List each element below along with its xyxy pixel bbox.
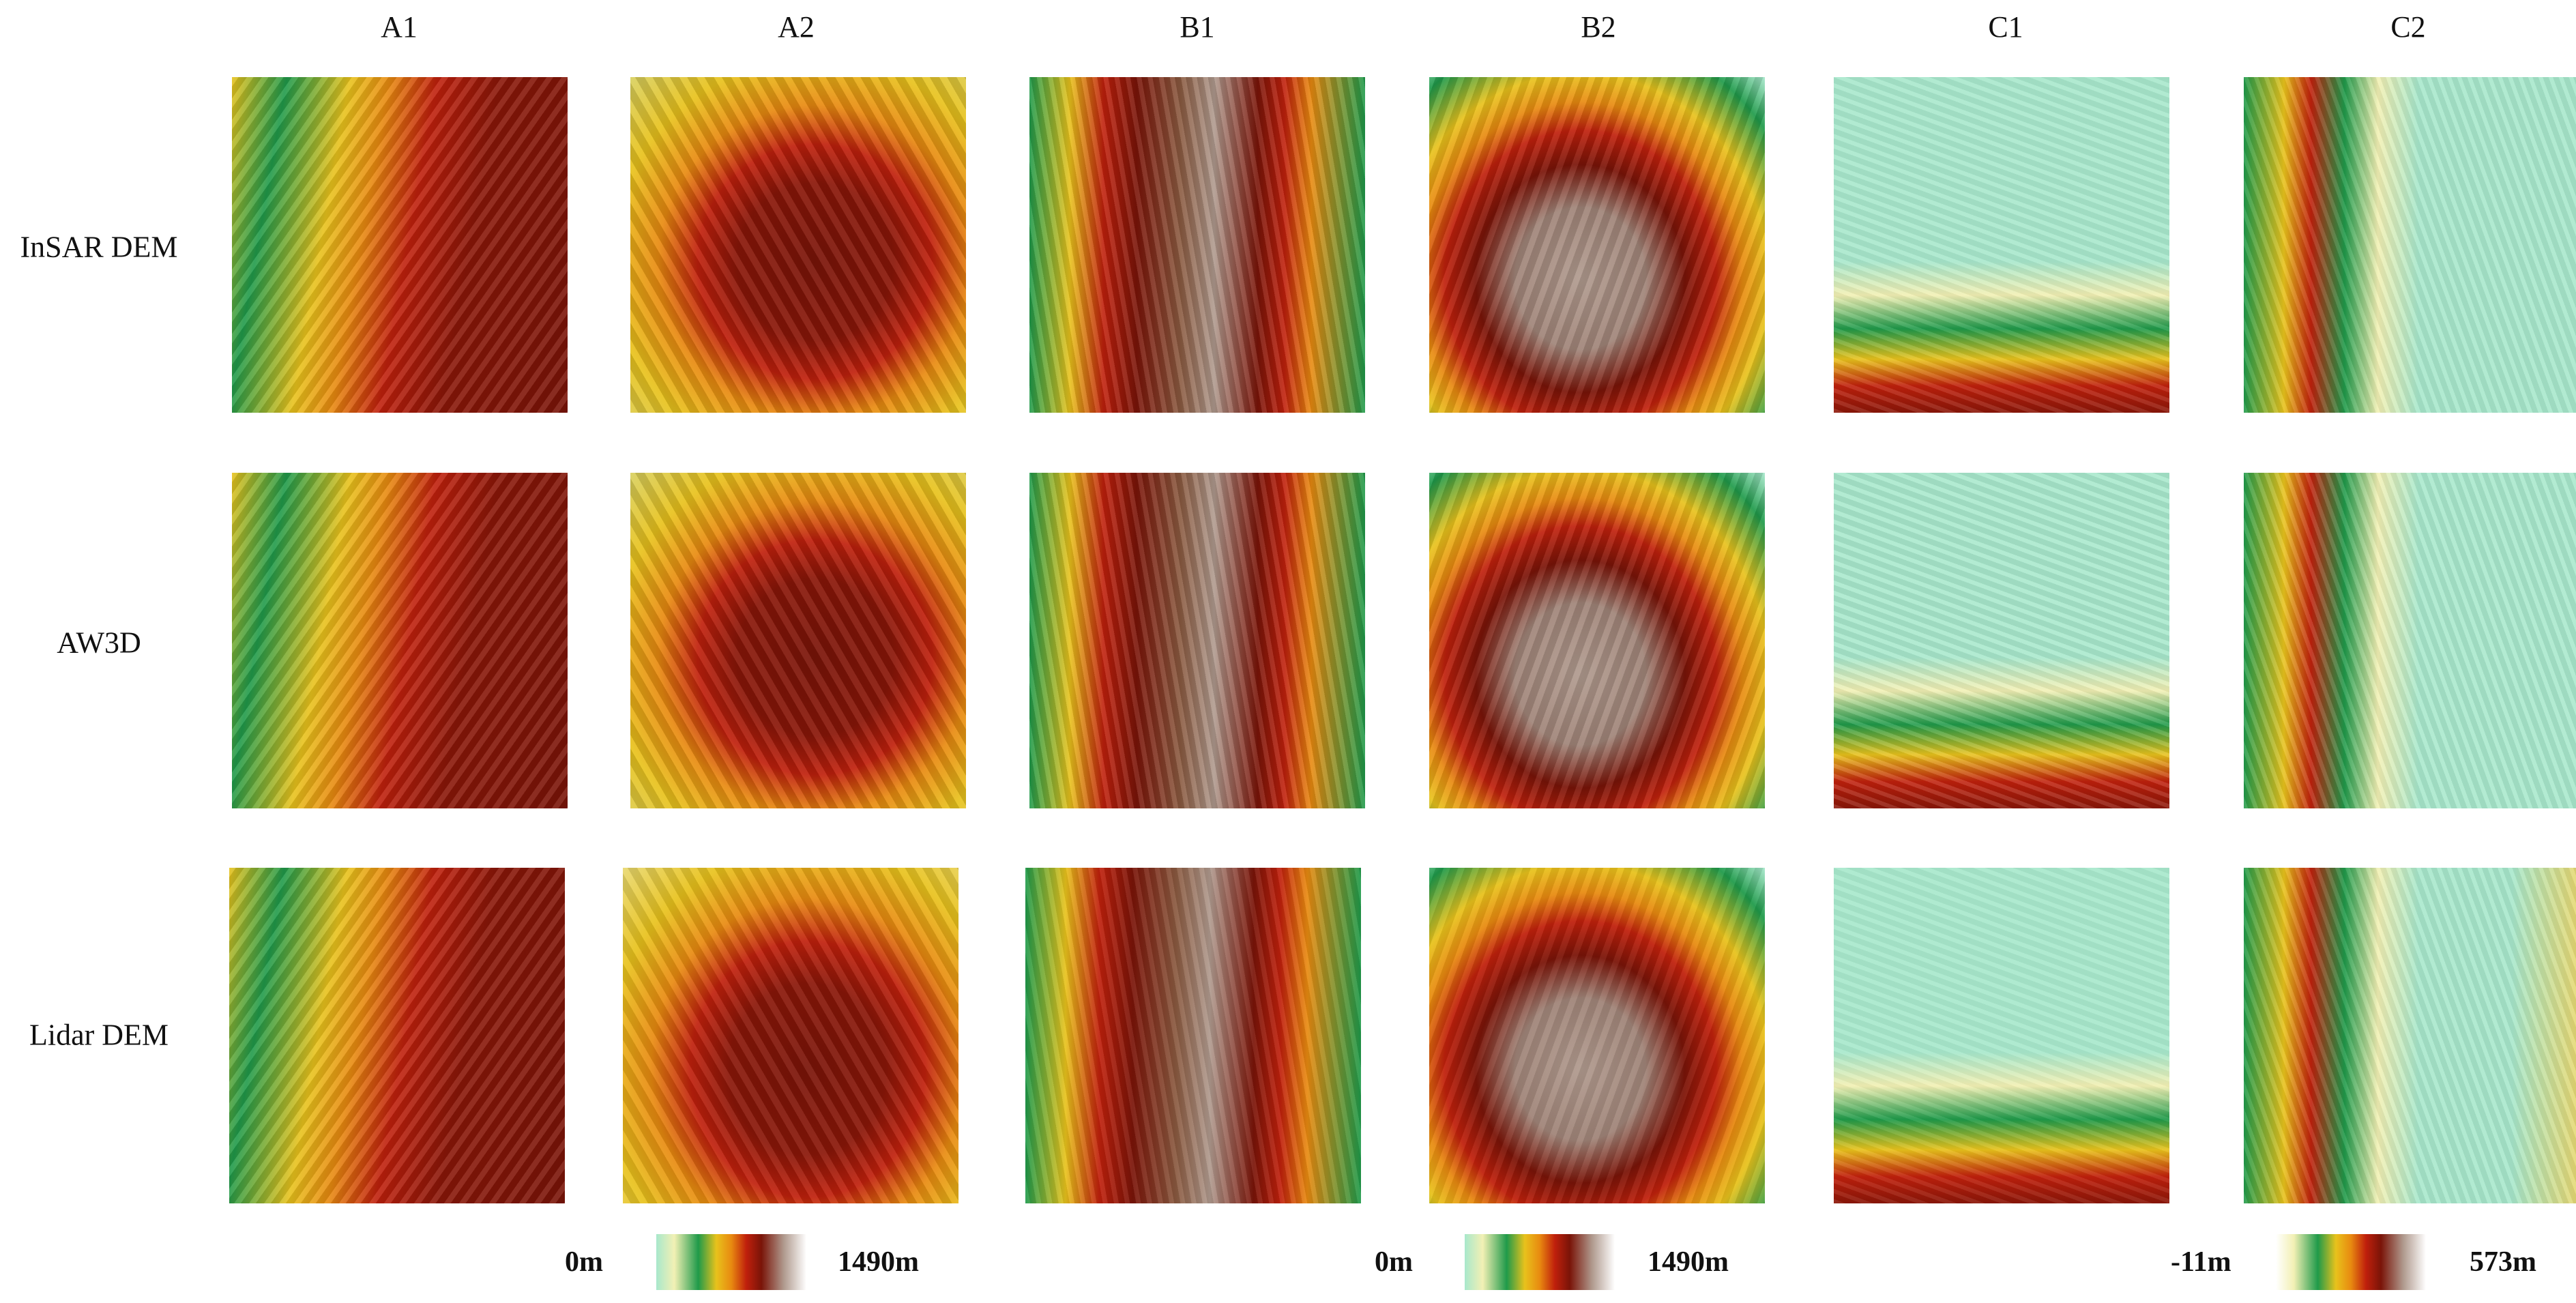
dem-tile-insar-c2 (2244, 77, 2576, 413)
legend-2-color-bar (1465, 1234, 1615, 1290)
dem-tile-lidar-a1 (229, 868, 565, 1203)
legend-1-max-label: 1490m (838, 1246, 919, 1278)
legend-3-color-bar (2276, 1234, 2426, 1290)
column-header-c2: C2 (2390, 10, 2426, 44)
legend-1-color-bar (656, 1234, 806, 1290)
dem-tile-aw3d-b1 (1029, 473, 1365, 808)
column-header-b1: B1 (1180, 10, 1215, 44)
legend-3-min-label: -11m (2171, 1246, 2231, 1278)
row-label-insar-dem: InSAR DEM (20, 230, 178, 264)
dem-tile-aw3d-b2 (1429, 473, 1765, 808)
dem-tile-aw3d-a1 (232, 473, 568, 808)
legend-2-min-label: 0m (1375, 1246, 1413, 1278)
dem-tile-insar-a2 (630, 77, 966, 413)
dem-tile-insar-b2 (1429, 77, 1765, 413)
column-header-b2: B2 (1581, 10, 1616, 44)
legend-2-max-label: 1490m (1648, 1246, 1729, 1278)
column-header-a2: A2 (778, 10, 815, 44)
dem-tile-insar-b1 (1029, 77, 1365, 413)
dem-tile-lidar-c1 (1834, 868, 2169, 1203)
legend-3-max-label: 573m (2470, 1246, 2536, 1278)
column-header-a1: A1 (381, 10, 418, 44)
dem-tile-lidar-a2 (623, 868, 958, 1203)
row-label-aw3d: AW3D (57, 626, 141, 660)
dem-tile-insar-c1 (1834, 77, 2169, 413)
dem-tile-aw3d-c2 (2244, 473, 2576, 808)
dem-tile-lidar-b2 (1429, 868, 1765, 1203)
dem-tile-aw3d-a2 (630, 473, 966, 808)
legend-1-min-label: 0m (565, 1246, 603, 1278)
dem-tile-lidar-b1 (1025, 868, 1361, 1203)
column-header-c1: C1 (1988, 10, 2023, 44)
dem-tile-aw3d-c1 (1834, 473, 2169, 808)
dem-tile-insar-a1 (232, 77, 568, 413)
dem-tile-lidar-c2 (2244, 868, 2576, 1203)
row-label-lidar-dem: Lidar DEM (29, 1018, 169, 1052)
